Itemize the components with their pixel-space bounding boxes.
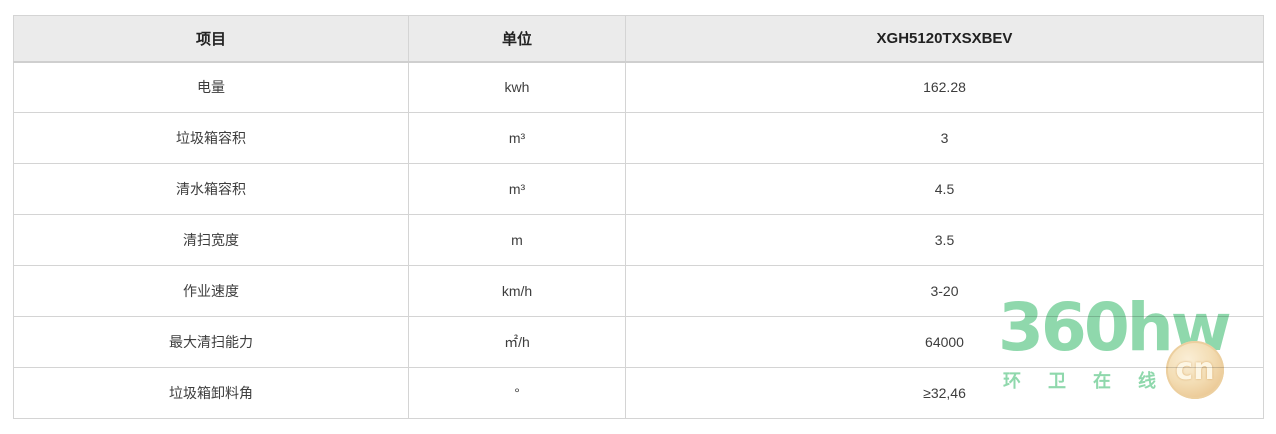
item-cell: 清水箱容积 [13,163,409,215]
unit-cell: km/h [408,265,626,317]
column-header-model: XGH5120TXSXBEV [625,15,1264,63]
item-cell: 清扫宽度 [13,214,409,266]
table-row: 垃圾箱卸料角 ° ≥32,46 [13,367,1264,419]
value-cell: ≥32,46 [625,367,1264,419]
spec-table: 项目 单位 XGH5120TXSXBEV 电量 kwh 162.28 垃圾箱容积 m³ 3… [13,15,1264,419]
item-cell: 垃圾箱卸料角 [13,367,409,419]
table-row: 最大清扫能力 ㎡/h 64000 [13,316,1264,368]
unit-cell: m [408,214,626,266]
table-row: 作业速度 km/h 3-20 [13,265,1264,317]
column-header-item: 项目 [13,15,409,63]
unit-cell: m³ [408,163,626,215]
item-cell: 垃圾箱容积 [13,112,409,164]
table-row: 清扫宽度 m 3.5 [13,214,1264,266]
value-cell: 4.5 [625,163,1264,215]
table-row: 电量 kwh 162.28 [13,61,1264,113]
table-row: 清水箱容积 m³ 4.5 [13,163,1264,215]
unit-cell: ° [408,367,626,419]
value-cell: 3.5 [625,214,1264,266]
item-cell: 最大清扫能力 [13,316,409,368]
table-row: 垃圾箱容积 m³ 3 [13,112,1264,164]
column-header-unit: 单位 [408,15,626,63]
item-cell: 电量 [13,61,409,113]
unit-cell: ㎡/h [408,316,626,368]
value-cell: 162.28 [625,61,1264,113]
item-cell: 作业速度 [13,265,409,317]
value-cell: 3 [625,112,1264,164]
unit-cell: m³ [408,112,626,164]
table-header-row: 项目 单位 XGH5120TXSXBEV [13,15,1264,63]
unit-cell: kwh [408,61,626,113]
value-cell: 64000 [625,316,1264,368]
value-cell: 3-20 [625,265,1264,317]
